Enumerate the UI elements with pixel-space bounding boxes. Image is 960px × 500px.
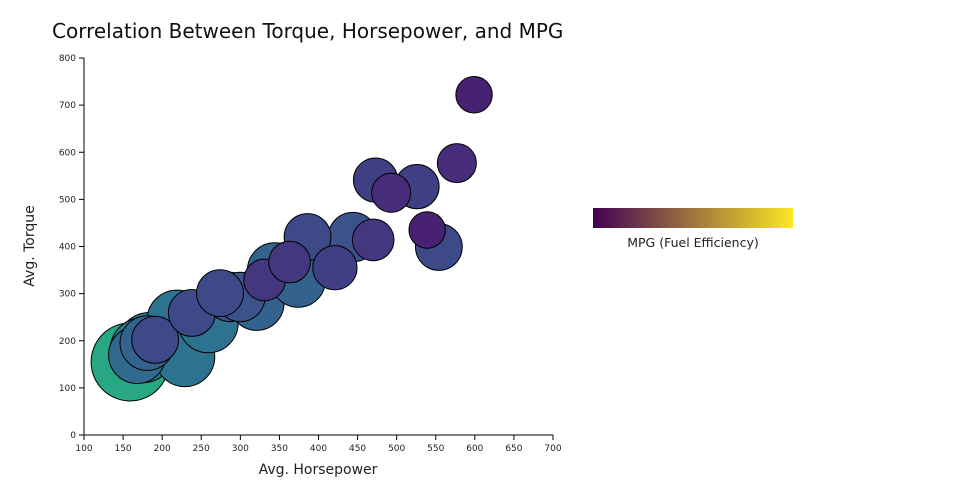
x-tick-label: 200: [154, 444, 171, 454]
data-point: [131, 315, 180, 364]
x-tick-label: 150: [114, 444, 131, 454]
data-point: [351, 218, 395, 262]
colorbar-label: MPG (Fuel Efficiency): [627, 235, 759, 250]
y-tick-label: 200: [59, 337, 76, 347]
data-point: [436, 143, 477, 184]
x-tick-label: 650: [505, 444, 522, 454]
axes: 100 150 200 250 300 350 400 450 500 550 600 650 700 0…: [59, 54, 562, 454]
data-point: [268, 240, 311, 284]
y-tick-label: 100: [59, 384, 76, 394]
points-layer: [90, 76, 493, 402]
data-point: [455, 76, 493, 114]
data-point: [312, 245, 358, 291]
y-tick-label: 700: [59, 101, 76, 111]
x-tick-label: 500: [388, 444, 405, 454]
data-point: [196, 269, 244, 318]
colorbar: [593, 208, 793, 228]
x-tick-label: 400: [310, 444, 327, 454]
x-tick-label: 350: [271, 444, 288, 454]
x-axis-label: Avg. Horsepower: [259, 462, 378, 478]
x-tick-label: 600: [466, 444, 483, 454]
y-tick-label: 300: [59, 290, 76, 300]
x-tick-label: 450: [349, 444, 366, 454]
y-tick-label: 600: [59, 148, 76, 158]
y-tick-label: 0: [70, 431, 76, 441]
y-axis-label: Avg. Torque: [22, 205, 38, 286]
x-tick-label: 100: [75, 444, 92, 454]
x-tick-label: 300: [232, 444, 249, 454]
chart-title: Correlation Between Torque, Horsepower, …: [52, 19, 563, 43]
y-tick-label: 400: [59, 243, 76, 253]
x-tick-label: 250: [193, 444, 210, 454]
data-point: [408, 211, 446, 249]
x-tick-label: 700: [544, 444, 561, 454]
y-tick-label: 500: [59, 195, 76, 205]
data-point: [371, 172, 412, 213]
y-tick-label: 800: [59, 54, 76, 64]
x-tick-label: 550: [427, 444, 444, 454]
